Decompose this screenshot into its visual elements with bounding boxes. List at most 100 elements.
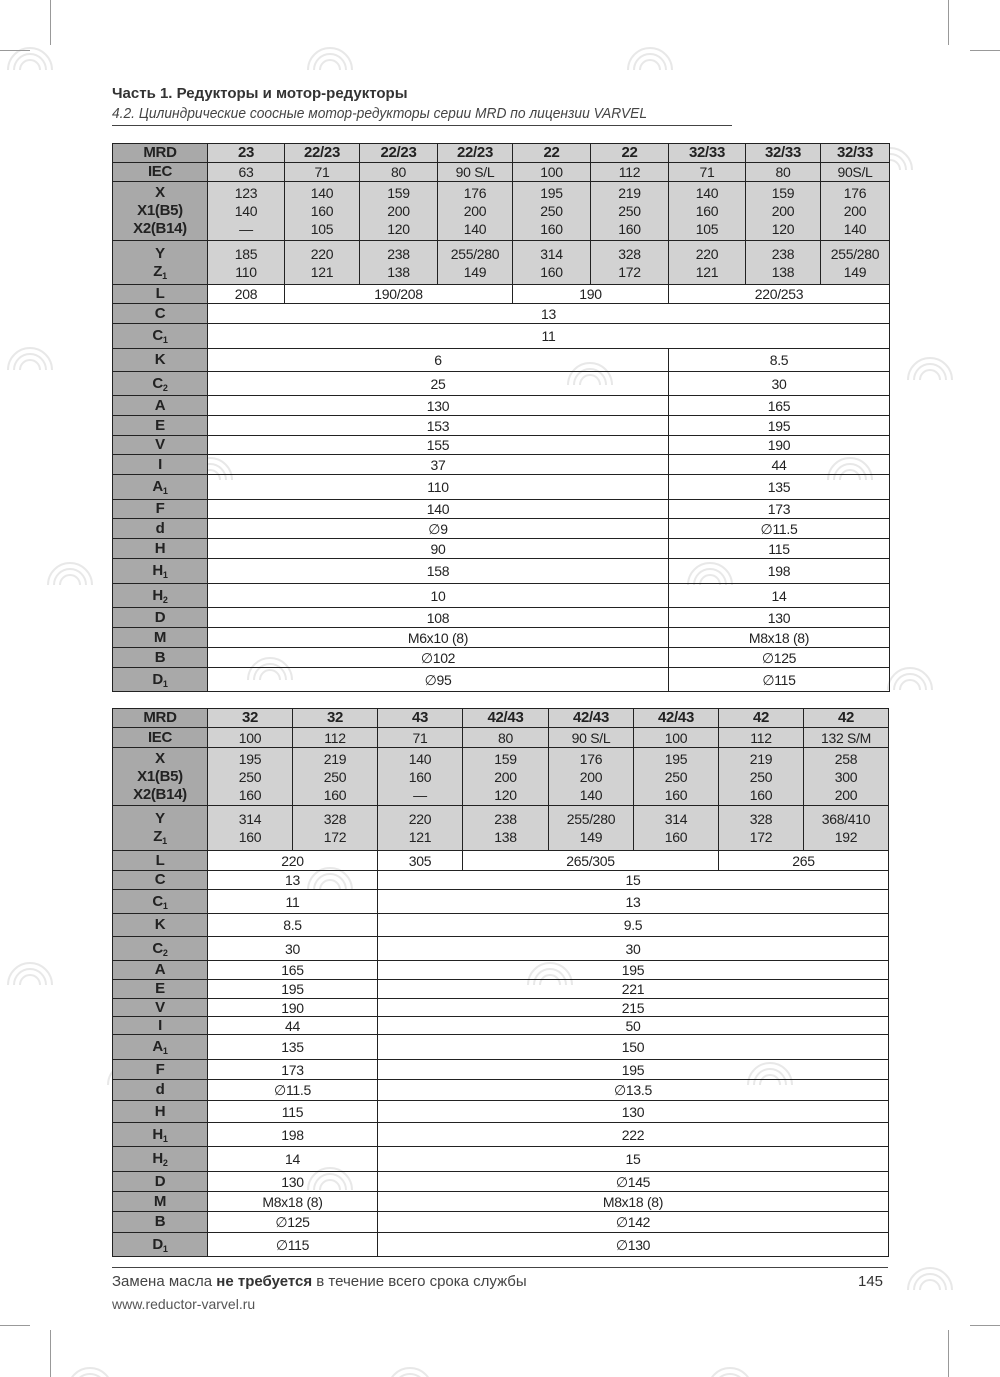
table-cell: 140 160 105 xyxy=(284,181,360,241)
table-cell: 11 xyxy=(207,323,890,349)
table-cell: 176 200 140 xyxy=(820,181,890,241)
table-cell: 22 xyxy=(590,143,669,163)
table-cell: 195 xyxy=(668,415,890,436)
table-cell: 22/23 xyxy=(437,143,513,163)
table-cell: 219 250 160 xyxy=(292,747,378,806)
row-label: E xyxy=(112,415,208,436)
table-row: C 13 xyxy=(112,303,890,324)
table-cell: 173 xyxy=(668,499,890,519)
table-cell: M8x18 (8) xyxy=(668,627,890,648)
row-label: MRD xyxy=(112,708,208,728)
watermark-logo-icon xyxy=(907,357,953,381)
row-label: A xyxy=(112,395,208,416)
footer-divider xyxy=(112,1267,888,1268)
table-cell: 112 xyxy=(292,727,378,748)
table-cell: 220 121 xyxy=(668,240,746,285)
table-cell: 195 250 160 xyxy=(512,181,591,241)
table-cell: 150 xyxy=(377,1034,889,1060)
table-cell: ∅145 xyxy=(377,1171,889,1192)
row-label: H xyxy=(112,1100,208,1123)
table-cell: 153 xyxy=(207,415,669,436)
row-label: D1 xyxy=(112,667,208,692)
table-cell: M8x18 (8) xyxy=(377,1191,889,1212)
table-cell: 173 xyxy=(207,1059,378,1080)
table-cell: 195 xyxy=(207,979,378,999)
row-label: d xyxy=(112,1079,208,1101)
table-cell: 158 xyxy=(207,558,669,584)
website-link[interactable]: www.reductor-varvel.ru xyxy=(112,1296,256,1312)
header-row: Y Z1 314 160 328 172 220 121 238 138 255/280 149 314… xyxy=(112,805,889,851)
row-label: V xyxy=(112,435,208,455)
row-label: M xyxy=(112,627,208,648)
table-cell: 185 110 xyxy=(207,240,285,285)
table-cell: 13 xyxy=(377,889,889,914)
table-cell: 220 121 xyxy=(377,805,463,851)
table-cell: 220 xyxy=(207,850,378,871)
table-cell: 11 xyxy=(207,889,378,914)
dimensions-table-2: MRD 32 32 43 42/43 42/43 42/43 42 42 IEC 100 112 71 8… xyxy=(112,708,889,1257)
row-label: C2 xyxy=(112,936,208,961)
table-cell: M6x10 (8) xyxy=(207,627,669,648)
table-row: H 115 130 xyxy=(112,1100,889,1123)
row-label: V xyxy=(112,998,208,1017)
table-cell: 32/33 xyxy=(745,143,821,163)
row-label: F xyxy=(112,499,208,519)
table-cell: 130 xyxy=(207,1171,378,1192)
row-label: D xyxy=(112,1171,208,1192)
table-cell: 42/43 xyxy=(462,708,549,728)
table-cell: 220 121 xyxy=(284,240,360,285)
table-row: L 220 305 265/305 265 xyxy=(112,850,889,871)
table-row: d ∅11.5 ∅13.5 xyxy=(112,1079,889,1101)
table-cell: 238 138 xyxy=(462,805,549,851)
table-row: H1 198 222 xyxy=(112,1122,889,1147)
header-row: Y Z1 185 110 220 121 238 138 255/280 149 314 160 328… xyxy=(112,240,890,285)
crop-mark xyxy=(948,1330,949,1377)
row-label: H1 xyxy=(112,558,208,584)
table-cell: 100 xyxy=(633,727,719,748)
table-cell: 115 xyxy=(207,1100,378,1123)
table-row: D 130 ∅145 xyxy=(112,1171,889,1192)
table-row: H2 14 15 xyxy=(112,1146,889,1172)
row-label: L xyxy=(112,284,208,304)
table-row: F 140 173 xyxy=(112,499,890,519)
table-cell: 190 xyxy=(207,998,378,1017)
table-cell: 80 xyxy=(462,727,549,748)
table-cell: 32 xyxy=(207,708,293,728)
table-cell: 190 xyxy=(668,435,890,455)
table-cell: 80 xyxy=(359,162,438,182)
row-label: B xyxy=(112,647,208,668)
table-row: B ∅102 ∅125 xyxy=(112,647,890,668)
table-cell: 100 xyxy=(512,162,591,182)
watermark-logo-icon xyxy=(71,1367,109,1377)
table-row: E 153 195 xyxy=(112,415,890,436)
table-cell: 220/253 xyxy=(668,284,890,304)
table-cell: ∅115 xyxy=(668,667,890,692)
row-label: H2 xyxy=(112,583,208,608)
table-cell: ∅142 xyxy=(377,1211,889,1233)
table-cell: 42 xyxy=(718,708,804,728)
table-cell: 6 xyxy=(207,348,669,372)
row-label: C1 xyxy=(112,323,208,349)
footer-note-text: Замена масла xyxy=(112,1273,217,1290)
table-cell: 90 S/L xyxy=(437,162,513,182)
table-cell: 43 xyxy=(377,708,463,728)
table-row: C2 25 30 xyxy=(112,371,890,396)
crop-mark xyxy=(50,1330,51,1377)
table-cell: ∅11.5 xyxy=(207,1079,378,1101)
crop-mark xyxy=(970,50,1000,51)
row-label: Y Z1 xyxy=(112,805,208,851)
table-cell: 15 xyxy=(377,1146,889,1172)
table-cell: 115 xyxy=(668,538,890,559)
row-label: A1 xyxy=(112,474,208,500)
crop-mark xyxy=(0,50,30,51)
table-row: D1 ∅115 ∅130 xyxy=(112,1232,889,1257)
table-cell: 314 160 xyxy=(207,805,293,851)
table-cell: 159 200 120 xyxy=(745,181,821,241)
table-cell: 314 160 xyxy=(633,805,719,851)
watermark-logo-icon xyxy=(711,1367,749,1377)
watermark-logo-icon xyxy=(7,347,53,371)
table-cell: 195 250 160 xyxy=(207,747,293,806)
watermark-logo-icon xyxy=(907,1267,953,1291)
table-row: F 173 195 xyxy=(112,1059,889,1080)
table-cell: 10 xyxy=(207,583,669,608)
